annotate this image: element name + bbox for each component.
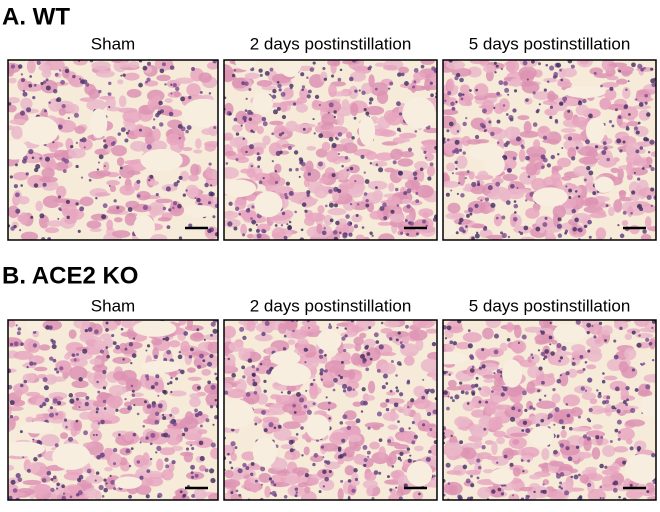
micrograph: [443, 60, 656, 240]
column-title: 5 days postinstillation: [469, 34, 631, 53]
column-title: 2 days postinstillation: [250, 296, 412, 315]
column-title: 2 days postinstillation: [250, 34, 412, 53]
panel-label: A. WT: [2, 3, 70, 30]
image-border: [223, 319, 438, 501]
micrograph: [8, 60, 218, 240]
micrograph: [443, 320, 656, 500]
column-title: 5 days postinstillation: [469, 296, 631, 315]
image-border: [442, 319, 657, 501]
column-title: Sham: [91, 296, 135, 315]
micrograph: [224, 60, 437, 240]
image-border: [7, 319, 219, 501]
micrograph: [224, 320, 437, 500]
image-border: [7, 59, 219, 241]
image-border: [223, 59, 438, 241]
micrograph: [8, 320, 218, 500]
panel-label: B. ACE2 KO: [2, 262, 138, 289]
image-border: [442, 59, 657, 241]
column-title: Sham: [91, 34, 135, 53]
